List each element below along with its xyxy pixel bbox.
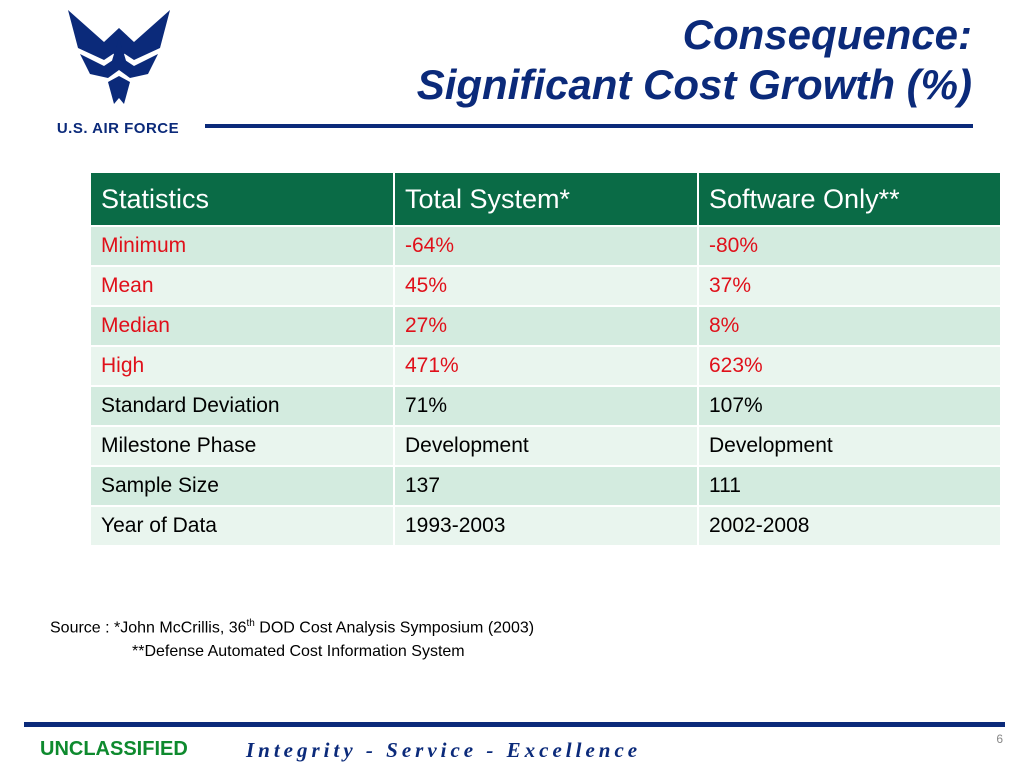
- table-header-row: Statistics Total System* Software Only**: [89, 171, 1002, 227]
- table-cell: Standard Deviation: [89, 385, 395, 427]
- logo-text: U.S. AIR FORCE: [56, 120, 180, 137]
- table-cell: Mean: [89, 265, 395, 307]
- table-cell: 2002-2008: [697, 505, 1002, 547]
- title-line-2: Significant Cost Growth (%): [416, 61, 972, 108]
- page-number: 6: [996, 732, 1003, 746]
- source-note: Source : *John McCrillis, 36th DOD Cost …: [50, 612, 534, 664]
- source-suffix: DOD Cost Analysis Symposium (2003): [254, 619, 535, 637]
- table-cell: 27%: [393, 305, 699, 347]
- table-row: Milestone Phase Development Development: [89, 425, 1002, 467]
- table-cell: 71%: [393, 385, 699, 427]
- table-row: High 471% 623%: [89, 345, 1002, 387]
- table-cell: 45%: [393, 265, 699, 307]
- table-cell: Milestone Phase: [89, 425, 395, 467]
- air-force-logo: U.S. AIR FORCE: [38, 8, 198, 137]
- table-cell: 623%: [697, 345, 1002, 387]
- table-row: Sample Size 137 111: [89, 465, 1002, 507]
- classification-label: UNCLASSIFIED: [40, 738, 188, 760]
- table-cell: Development: [697, 425, 1002, 467]
- table-cell: 37%: [697, 265, 1002, 307]
- title-line-1: Consequence:: [682, 11, 972, 58]
- header-software-only: Software Only**: [697, 171, 1002, 227]
- cost-growth-table: Statistics Total System* Software Only**…: [89, 171, 1002, 547]
- table-row: Year of Data 1993-2003 2002-2008: [89, 505, 1002, 547]
- motto: Integrity - Service - Excellence: [246, 738, 642, 762]
- table-row: Mean 45% 37%: [89, 265, 1002, 307]
- air-force-wings-icon: [68, 10, 170, 104]
- table-cell: Minimum: [89, 225, 395, 267]
- table-row: Standard Deviation 71% 107%: [89, 385, 1002, 427]
- table-cell: Median: [89, 305, 395, 347]
- table-cell: 137: [393, 465, 699, 507]
- footer-rule: [24, 722, 1005, 727]
- title-underline: [205, 124, 973, 128]
- table-row: Minimum -64% -80%: [89, 225, 1002, 267]
- table-cell: 8%: [697, 305, 1002, 347]
- header-statistics: Statistics: [89, 171, 395, 227]
- table-row: Median 27% 8%: [89, 305, 1002, 347]
- table-cell: Sample Size: [89, 465, 395, 507]
- table-cell: High: [89, 345, 395, 387]
- table-cell: -80%: [697, 225, 1002, 267]
- page-title: Consequence: Significant Cost Growth (%): [417, 10, 972, 110]
- source-prefix: Source : *John McCrillis, 36: [50, 619, 247, 637]
- table-cell: Year of Data: [89, 505, 395, 547]
- source-superscript: th: [246, 618, 255, 629]
- source-line-2: **Defense Automated Cost Information Sys…: [132, 643, 465, 661]
- table-cell: Development: [393, 425, 699, 467]
- header-total-system: Total System*: [393, 171, 699, 227]
- table-cell: -64%: [393, 225, 699, 267]
- table-cell: 107%: [697, 385, 1002, 427]
- table-cell: 471%: [393, 345, 699, 387]
- table-cell: 111: [697, 465, 1002, 507]
- table-cell: 1993-2003: [393, 505, 699, 547]
